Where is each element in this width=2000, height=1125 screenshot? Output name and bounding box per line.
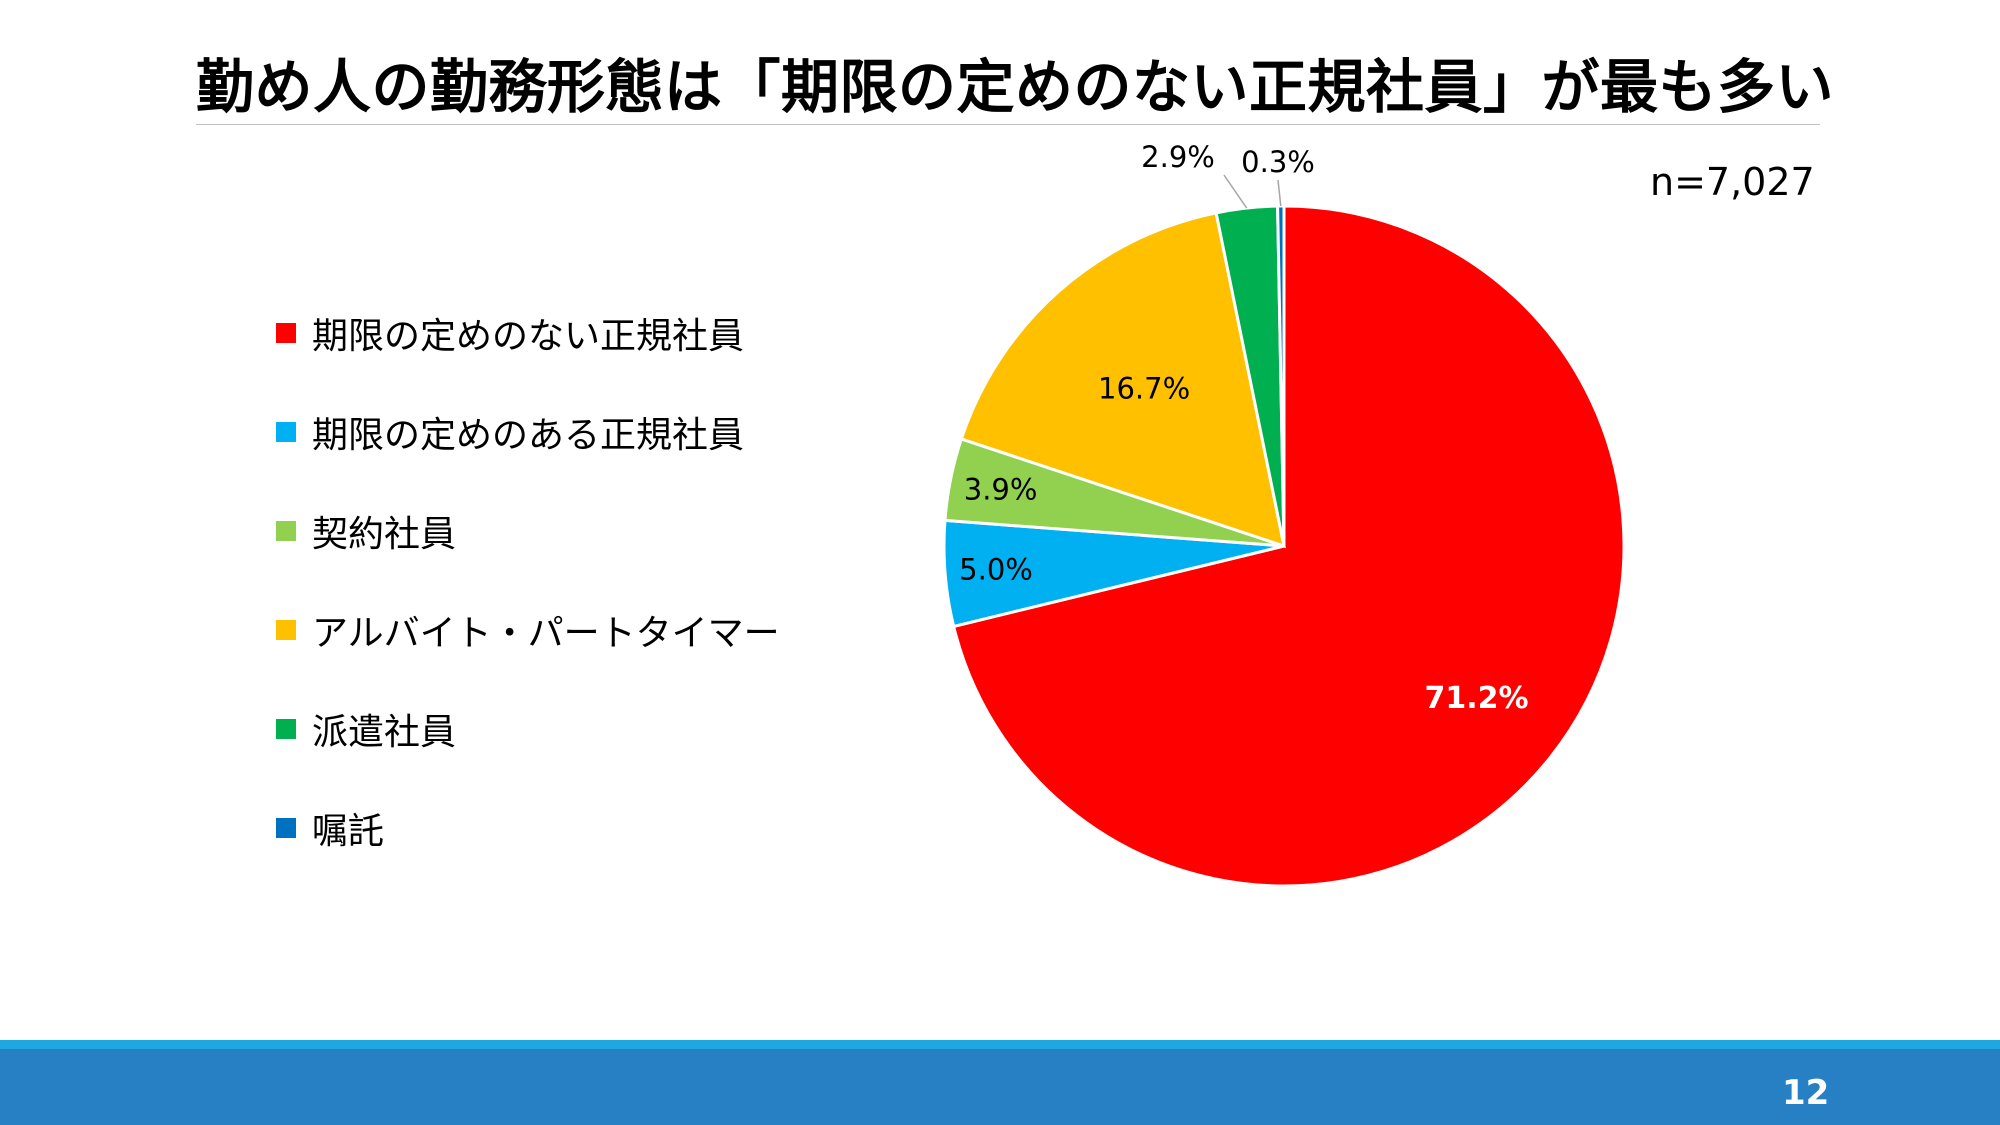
data-label: 71.2% [1424,681,1528,716]
pie-slice [951,204,1626,888]
data-label: 5.0% [959,553,1033,587]
leader-line [1223,174,1248,209]
legend-label: 契約社員 [312,513,457,555]
sample-size-label: n=7,027 [1650,160,1815,204]
legend-swatch [276,619,296,640]
legend-label: 期限の定めのない正規社員 [312,315,745,357]
legend-item: アルバイト・パートタイマー [276,580,780,679]
leader-line [1277,179,1282,207]
data-label: 16.7% [1098,372,1190,406]
title-divider [196,124,1820,125]
legend-label: 派遣社員 [312,711,457,753]
footer-bar [0,1049,2000,1125]
legend-item: 嘱託 [276,778,780,877]
legend-swatch [276,421,296,442]
pie-slice [959,211,1286,549]
footer-accent-line [0,1040,2000,1049]
legend-swatch [276,817,296,838]
slide-title: 勤め人の勤務形態は「期限の定めのない正規社員」が最も多い [196,53,1835,121]
legend-item: 期限の定めのある正規社員 [276,382,780,481]
data-label: 2.9% [1141,140,1215,174]
legend-item: 契約社員 [276,481,780,580]
legend-label: 嘱託 [312,810,385,852]
page-number: 12 [1782,1073,1830,1113]
legend-item: 派遣社員 [276,679,780,778]
legend-label: 期限の定めのある正規社員 [312,414,745,456]
chart-legend: 期限の定めのない正規社員 期限の定めのある正規社員 契約社員 アルバイト・パート… [276,283,780,877]
legend-swatch [276,718,296,739]
pie-slice [1276,204,1286,547]
legend-swatch [276,322,296,343]
legend-label: アルバイト・パートタイマー [312,612,780,654]
legend-swatch [276,520,296,541]
legend-item: 期限の定めのない正規社員 [276,283,780,382]
data-label: 0.3% [1241,145,1315,179]
data-label: 3.9% [964,472,1038,506]
